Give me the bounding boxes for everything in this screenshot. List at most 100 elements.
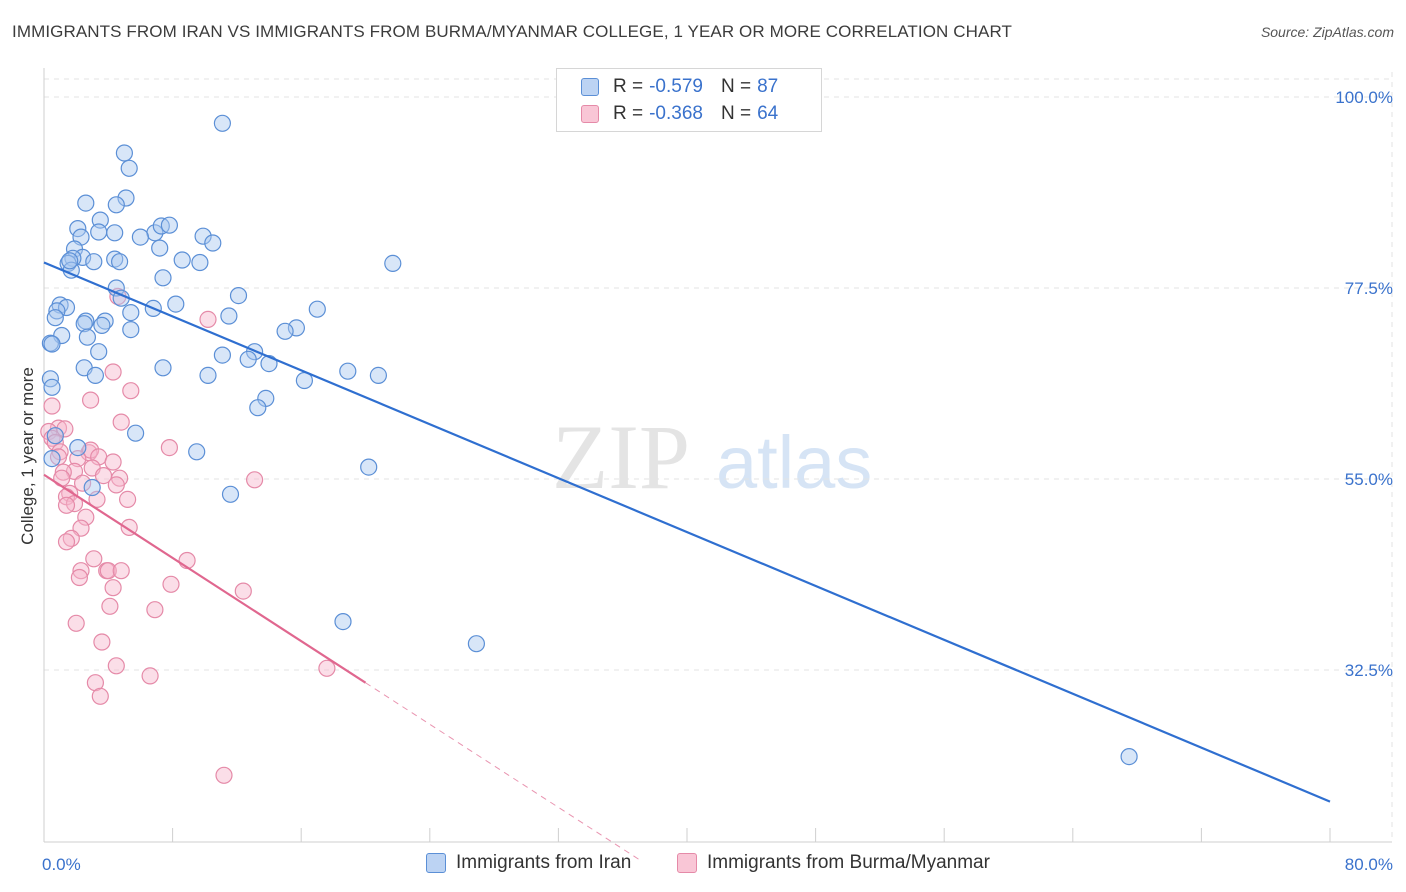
y-axis-label: College, 1 year or more [18, 367, 37, 545]
burma-point-34 [57, 496, 76, 514]
burma-point-52 [67, 614, 85, 632]
iran-point-66 [41, 370, 60, 388]
burma-point-53 [93, 633, 111, 651]
iran-point-33 [229, 287, 248, 305]
iran-point-57 [239, 350, 257, 368]
iran-point-12 [131, 228, 149, 246]
iran-point-80 [1120, 747, 1138, 766]
burma-point-46 [70, 568, 89, 587]
chart-title: IMMIGRANTS FROM IRAN VS IMMIGRANTS FROM … [12, 22, 1012, 41]
iran-point-38 [167, 295, 185, 313]
iran-point-62 [199, 366, 217, 384]
burma-trend-line [43, 473, 367, 684]
iran-point-54 [90, 343, 108, 361]
iran-point-77 [221, 485, 240, 503]
iran-point-8 [90, 223, 108, 241]
iran-point-39 [122, 304, 140, 322]
y-tick-label-2: 77.5% [1345, 279, 1393, 298]
legend-label-burma: Immigrants from Burma/Myanmar [707, 852, 990, 873]
iran-point-59 [154, 359, 172, 377]
iran-point-67 [43, 378, 61, 396]
burma-point-39 [57, 533, 76, 551]
r-value: -0.368 [649, 103, 703, 124]
iran-point-0 [213, 114, 231, 132]
burma-point-5 [43, 397, 61, 415]
y-tick-label-1: 55.0% [1345, 470, 1393, 489]
burma-point-48 [162, 575, 180, 593]
burma-point-28 [107, 476, 125, 494]
n-label: N = [720, 76, 752, 97]
watermark: ZIP atlas [552, 406, 872, 508]
iran-point-40 [220, 307, 238, 325]
iran-point-71 [46, 427, 64, 445]
iran-point-42 [46, 309, 64, 327]
burma-point-54 [107, 657, 125, 675]
burma-series [40, 287, 336, 784]
series-legend: Immigrants from Iran Immigrants from Bur… [0, 852, 1406, 876]
r-label: R = [613, 103, 644, 124]
iran-point-48 [287, 319, 305, 337]
legend-row-burma: R = -0.368 N = 64 [581, 102, 778, 126]
burma-point-2 [104, 363, 122, 381]
burma-point-58 [91, 687, 109, 705]
trend-lines [43, 261, 1331, 860]
burma-trend-extension [365, 682, 640, 860]
iran-point-41 [308, 300, 326, 318]
burma-point-11 [46, 433, 64, 452]
burma-point-59 [215, 766, 233, 784]
iran-swatch [426, 853, 446, 873]
iran-point-47 [122, 321, 140, 339]
iran-point-46 [93, 316, 111, 334]
iran-point-72 [69, 439, 87, 457]
iran-point-29 [61, 252, 79, 270]
n-label: N = [720, 103, 752, 124]
burma-point-6 [112, 413, 130, 431]
iran-trend-line [43, 261, 1331, 803]
iran-point-14 [160, 216, 178, 234]
iran-point-56 [213, 346, 231, 364]
iran-point-45 [75, 315, 93, 333]
iran-point-63 [339, 362, 357, 380]
legend-item-iran[interactable]: Immigrants from Iran [426, 852, 631, 874]
iran-point-3 [77, 194, 95, 212]
x-tick-label-max: 80.0% [1345, 855, 1393, 874]
burma-point-40 [85, 550, 103, 568]
burma-point-26 [246, 471, 264, 489]
iran-point-15 [194, 227, 212, 245]
iran-point-64 [369, 366, 387, 384]
n-value: 64 [757, 103, 779, 124]
iran-point-61 [86, 366, 105, 384]
burma-point-1 [199, 310, 217, 328]
burma-point-56 [141, 667, 159, 685]
iran-point-27 [191, 253, 209, 272]
gridlines [44, 72, 1393, 842]
iran-series [41, 114, 1138, 766]
burma-point-12 [160, 439, 178, 457]
iran-point-70 [127, 424, 145, 442]
iran-point-75 [360, 458, 378, 476]
iran-point-16 [151, 239, 169, 257]
iran-swatch [581, 78, 599, 96]
burma-point-49 [234, 582, 252, 600]
source-label: Source: ZipAtlas.com [1260, 24, 1394, 40]
iran-point-30 [154, 269, 172, 287]
iran-point-69 [249, 399, 267, 417]
r-label: R = [613, 76, 644, 97]
burma-point-55 [318, 659, 336, 677]
iran-point-1 [115, 144, 134, 162]
burma-point-35 [77, 508, 95, 526]
burma-point-51 [146, 601, 164, 619]
legend-item-burma[interactable]: Immigrants from Burma/Myanmar [677, 852, 990, 874]
x-tick-label-min: 0.0% [42, 855, 81, 874]
iran-point-36 [48, 302, 66, 320]
legend-row-iran: R = -0.579 N = 87 [581, 75, 778, 99]
watermark-atlas: atlas [716, 421, 872, 504]
y-tick-label-0: 32.5% [1345, 661, 1393, 680]
y-tick-label-3: 100.0% [1335, 88, 1393, 107]
iran-point-78 [334, 612, 352, 631]
r-value: -0.579 [649, 76, 703, 97]
n-value: 87 [757, 76, 779, 97]
iran-point-28 [384, 254, 402, 272]
burma-point-27 [73, 474, 92, 492]
iran-point-26 [173, 251, 191, 269]
